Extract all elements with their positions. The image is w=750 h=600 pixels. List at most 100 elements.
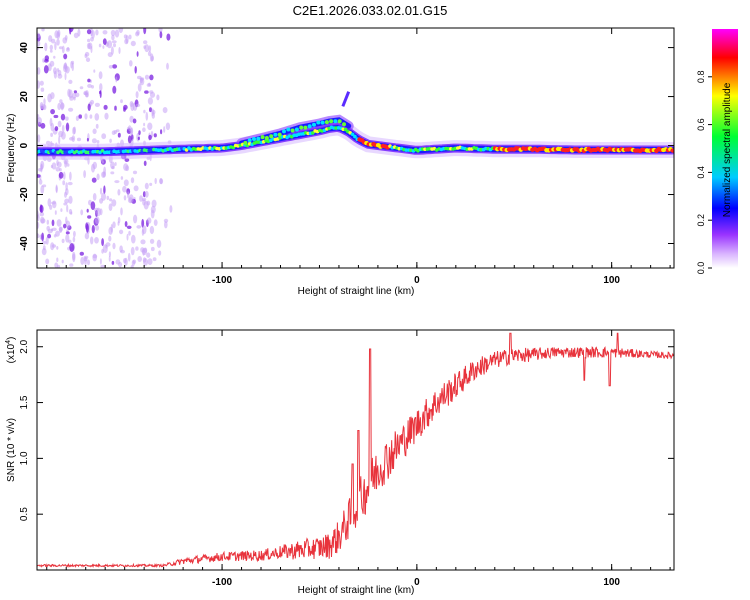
noise-blob — [120, 99, 123, 104]
snr-scale-close: ) — [6, 337, 17, 340]
noise-blob — [73, 96, 76, 101]
noise-blob — [73, 126, 76, 135]
noise-blob — [147, 51, 152, 57]
noise-blob — [160, 129, 163, 135]
noise-blob — [67, 181, 73, 186]
snr-xlabel: Height of straight line (km) — [298, 585, 415, 596]
spectrogram-ylabel: Frequency (Hz) — [6, 114, 17, 183]
noise-blob — [144, 90, 149, 94]
noise-blob — [41, 28, 45, 32]
noise-blob — [40, 122, 46, 129]
noise-blob — [58, 130, 64, 138]
noise-blob — [80, 209, 84, 216]
noise-blob — [101, 160, 104, 164]
noise-blob — [90, 201, 96, 211]
noise-blob — [125, 165, 130, 172]
noise-blob — [80, 256, 85, 265]
noise-blob — [95, 224, 100, 231]
noise-blob — [158, 28, 163, 33]
noise-blob — [41, 248, 47, 256]
noise-blob — [72, 251, 76, 261]
noise-blob — [69, 243, 75, 252]
noise-blob — [137, 256, 142, 262]
y-tick-label: 0.5 — [19, 507, 30, 521]
noise-blob — [84, 232, 90, 240]
noise-blob — [56, 219, 62, 227]
noise-blob — [94, 102, 100, 107]
noise-blob — [147, 122, 153, 131]
noise-blob — [140, 247, 145, 253]
noise-blob — [143, 160, 147, 166]
noise-blob — [91, 225, 95, 234]
noise-blob — [143, 109, 146, 114]
noise-blob — [98, 43, 102, 48]
noise-blob — [109, 138, 112, 143]
noise-blob — [93, 69, 96, 73]
noise-blob — [43, 65, 49, 74]
noise-blob — [86, 208, 89, 213]
branch-core — [243, 140, 248, 145]
noise-blob — [143, 40, 148, 45]
spectrogram-marks — [37, 28, 674, 268]
noise-blob — [128, 230, 131, 236]
noise-blob — [50, 132, 53, 137]
noise-blob — [37, 32, 41, 38]
colorbar: 0.0 0.2 0.4 0.6 0.8 Normalized spectral ampl… — [696, 29, 738, 274]
noise-blob — [114, 162, 117, 166]
noise-blob — [138, 130, 141, 136]
colorbar-tick-label: 0.4 — [696, 166, 706, 179]
noise-blob — [104, 112, 109, 120]
noise-blob — [108, 65, 113, 69]
noise-blob — [61, 238, 65, 244]
noise-blob — [78, 114, 82, 119]
noise-blob — [55, 185, 58, 194]
noise-blob — [112, 85, 117, 94]
noise-blob — [67, 47, 70, 51]
noise-blob — [63, 202, 68, 206]
noise-blob — [58, 226, 63, 232]
noise-blob — [38, 179, 43, 185]
noise-blob — [163, 126, 166, 133]
noise-blob — [94, 216, 100, 225]
noise-blob — [117, 132, 121, 138]
snr-line — [37, 332, 674, 569]
noise-blob — [131, 234, 136, 244]
noise-blob — [127, 252, 131, 262]
noise-blob — [91, 30, 95, 39]
noise-blob — [149, 91, 156, 98]
noise-blob — [99, 187, 103, 195]
noise-blob — [129, 60, 133, 67]
noise-blob — [100, 264, 106, 268]
noise-blob — [99, 90, 101, 95]
snr-marks — [37, 332, 674, 569]
noise-blob — [140, 239, 146, 245]
colorbar-gradient — [712, 29, 738, 268]
x-tick-label: 100 — [603, 275, 620, 286]
noise-blob — [92, 193, 97, 201]
noise-blob — [119, 229, 124, 235]
noise-blob — [108, 203, 113, 211]
noise-blob — [64, 160, 68, 168]
noise-blob — [51, 227, 57, 231]
x-tick-label: -100 — [212, 275, 232, 286]
noise-blob — [101, 133, 107, 140]
noise-blob — [135, 91, 139, 99]
noise-blob — [40, 160, 45, 170]
noise-blob — [136, 29, 140, 36]
noise-blob — [128, 194, 134, 204]
noise-blob — [68, 107, 74, 112]
noise-blob — [111, 40, 117, 44]
noise-blob — [37, 40, 41, 47]
noise-blob — [68, 89, 73, 99]
branch-core — [303, 125, 308, 130]
noise-blob — [73, 230, 76, 238]
noise-blob — [111, 199, 117, 207]
noise-blob — [73, 90, 77, 94]
colorbar-tick-label: 0.0 — [696, 262, 706, 275]
noise-blob — [112, 242, 116, 250]
noise-blob — [61, 45, 65, 54]
ridge-core — [311, 131, 315, 135]
noise-blob — [139, 195, 143, 202]
noise-blob — [75, 115, 79, 122]
noise-blob — [108, 235, 112, 242]
